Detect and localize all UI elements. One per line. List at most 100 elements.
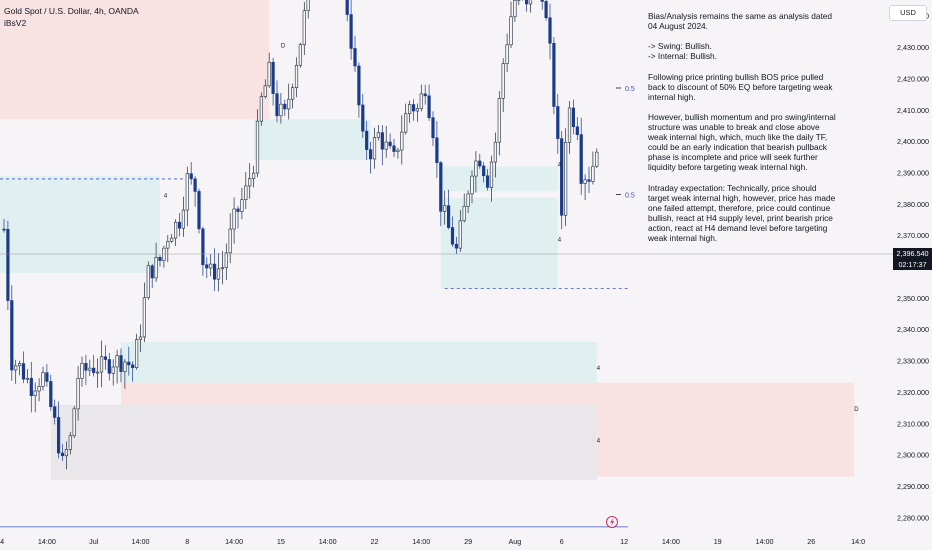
bull-candle [252, 172, 256, 179]
bear-candle [29, 377, 33, 397]
price-tick-label: 2,390.000 [897, 168, 929, 177]
price-tick-label: 2,330.000 [897, 357, 929, 366]
structure-marker: 4 [558, 162, 562, 168]
bear-candle [540, 0, 544, 2]
price-tick-label: 2,380.000 [897, 200, 929, 209]
bull-candle [170, 237, 174, 242]
bear-candle [119, 355, 123, 372]
bull-candle [185, 173, 189, 211]
note-paragraph: Following price printing bullish BOS pri… [648, 71, 833, 102]
bear-candle [450, 227, 455, 245]
time-axis[interactable]: 24 14:00 Jul 14:00 8 14:00 15 14:00 22 14:00 29 Aug… [0, 537, 865, 546]
bear-candle [197, 191, 201, 230]
bull-candle [154, 257, 158, 279]
bull-candle [68, 435, 72, 450]
bear-candle [349, 14, 353, 49]
bear-candle [575, 126, 579, 135]
bull-candle [220, 267, 225, 270]
demand-zone [253, 119, 371, 161]
bear-candle [478, 160, 482, 167]
bull-candle [138, 336, 143, 340]
bull-candle [17, 363, 22, 367]
bull-candle [376, 132, 381, 138]
bull-candle [259, 96, 264, 122]
bull-candle [489, 161, 494, 188]
bull-candle [462, 205, 466, 222]
price-tick-label: 2,350.000 [897, 294, 929, 303]
bear-candle [10, 300, 14, 371]
bull-candle [76, 378, 80, 410]
bear-candle [439, 162, 443, 212]
bull-candle [232, 208, 236, 230]
symbol-title[interactable]: Gold Spot / U.S. Dollar, 4h, OANDA [4, 6, 139, 16]
bull-candle [591, 165, 595, 182]
bull-candle [384, 141, 388, 150]
bull-candle [400, 131, 404, 151]
time-tick-label: 14:00 [412, 537, 430, 546]
time-tick-label: 14:00 [225, 537, 243, 546]
bull-candle [567, 107, 572, 143]
bull-candle [248, 178, 252, 187]
analysis-note: Bias/Analysis remains the same as analys… [648, 11, 838, 253]
bull-candle [146, 265, 150, 298]
bull-candle [415, 108, 420, 112]
time-tick-label: 14:00 [662, 537, 680, 546]
bear-candle [544, 1, 548, 19]
bear-candle [177, 221, 182, 229]
time-tick-label: 14:00 [319, 537, 337, 546]
bull-candle [583, 179, 587, 184]
price-tick-label: 2,280.000 [897, 513, 929, 522]
structure-marker: D [854, 407, 859, 413]
bear-candle [150, 265, 154, 279]
bear-candle [345, 0, 349, 15]
bull-candle [14, 365, 18, 371]
supply-zone [121, 382, 597, 405]
bull-candle [41, 372, 45, 387]
bull-candle [80, 363, 84, 379]
bear-candle [158, 257, 162, 261]
structure-marker: D [281, 43, 286, 49]
bull-candle [181, 209, 186, 229]
bear-candle [446, 205, 451, 228]
bull-candle [267, 61, 271, 87]
price-tick-label: 2,290.000 [897, 482, 929, 491]
bear-candle [552, 42, 556, 107]
supply-zone [596, 382, 855, 477]
time-tick-label: 14:00 [38, 537, 56, 546]
bear-candle [388, 141, 392, 147]
bar-countdown: 02:17:37 [898, 260, 927, 269]
bull-candle [162, 247, 166, 261]
structure-marker: 4 [164, 194, 168, 200]
bear-candle [84, 363, 88, 371]
note-paragraph: -> Swing: Bullish. -> Internal: Bullish. [648, 41, 717, 62]
indicator-name[interactable]: iBsV2 [4, 18, 27, 28]
bear-candle [60, 452, 65, 457]
bull-candle [111, 366, 115, 374]
bear-candle [45, 372, 49, 382]
structure-marker: 4 [597, 366, 601, 372]
bear-candle [361, 104, 365, 132]
time-tick-label: Aug [509, 537, 522, 546]
bear-candle [21, 363, 26, 380]
bear-candle [127, 361, 131, 366]
time-tick-label: 14:00 [132, 537, 150, 546]
bull-candle [25, 377, 30, 380]
bull-candle [99, 356, 104, 373]
currency-button[interactable]: USD [889, 5, 927, 21]
bear-candle [283, 103, 287, 110]
price-tick-label: 2,430.000 [897, 43, 929, 52]
bull-candle [595, 151, 599, 167]
bear-candle [201, 228, 205, 266]
alert-icon[interactable] [606, 516, 618, 528]
bear-candle [131, 364, 135, 368]
bear-candle [213, 263, 217, 280]
bull-candle [135, 339, 139, 368]
bear-candle [579, 134, 583, 184]
bull-candle [37, 386, 41, 392]
bull-candle [493, 141, 498, 163]
bull-candle [563, 141, 568, 216]
note-paragraph: However, bullish momentum and pro swing/… [648, 111, 836, 173]
price-tick-label: 2,300.000 [897, 451, 929, 460]
